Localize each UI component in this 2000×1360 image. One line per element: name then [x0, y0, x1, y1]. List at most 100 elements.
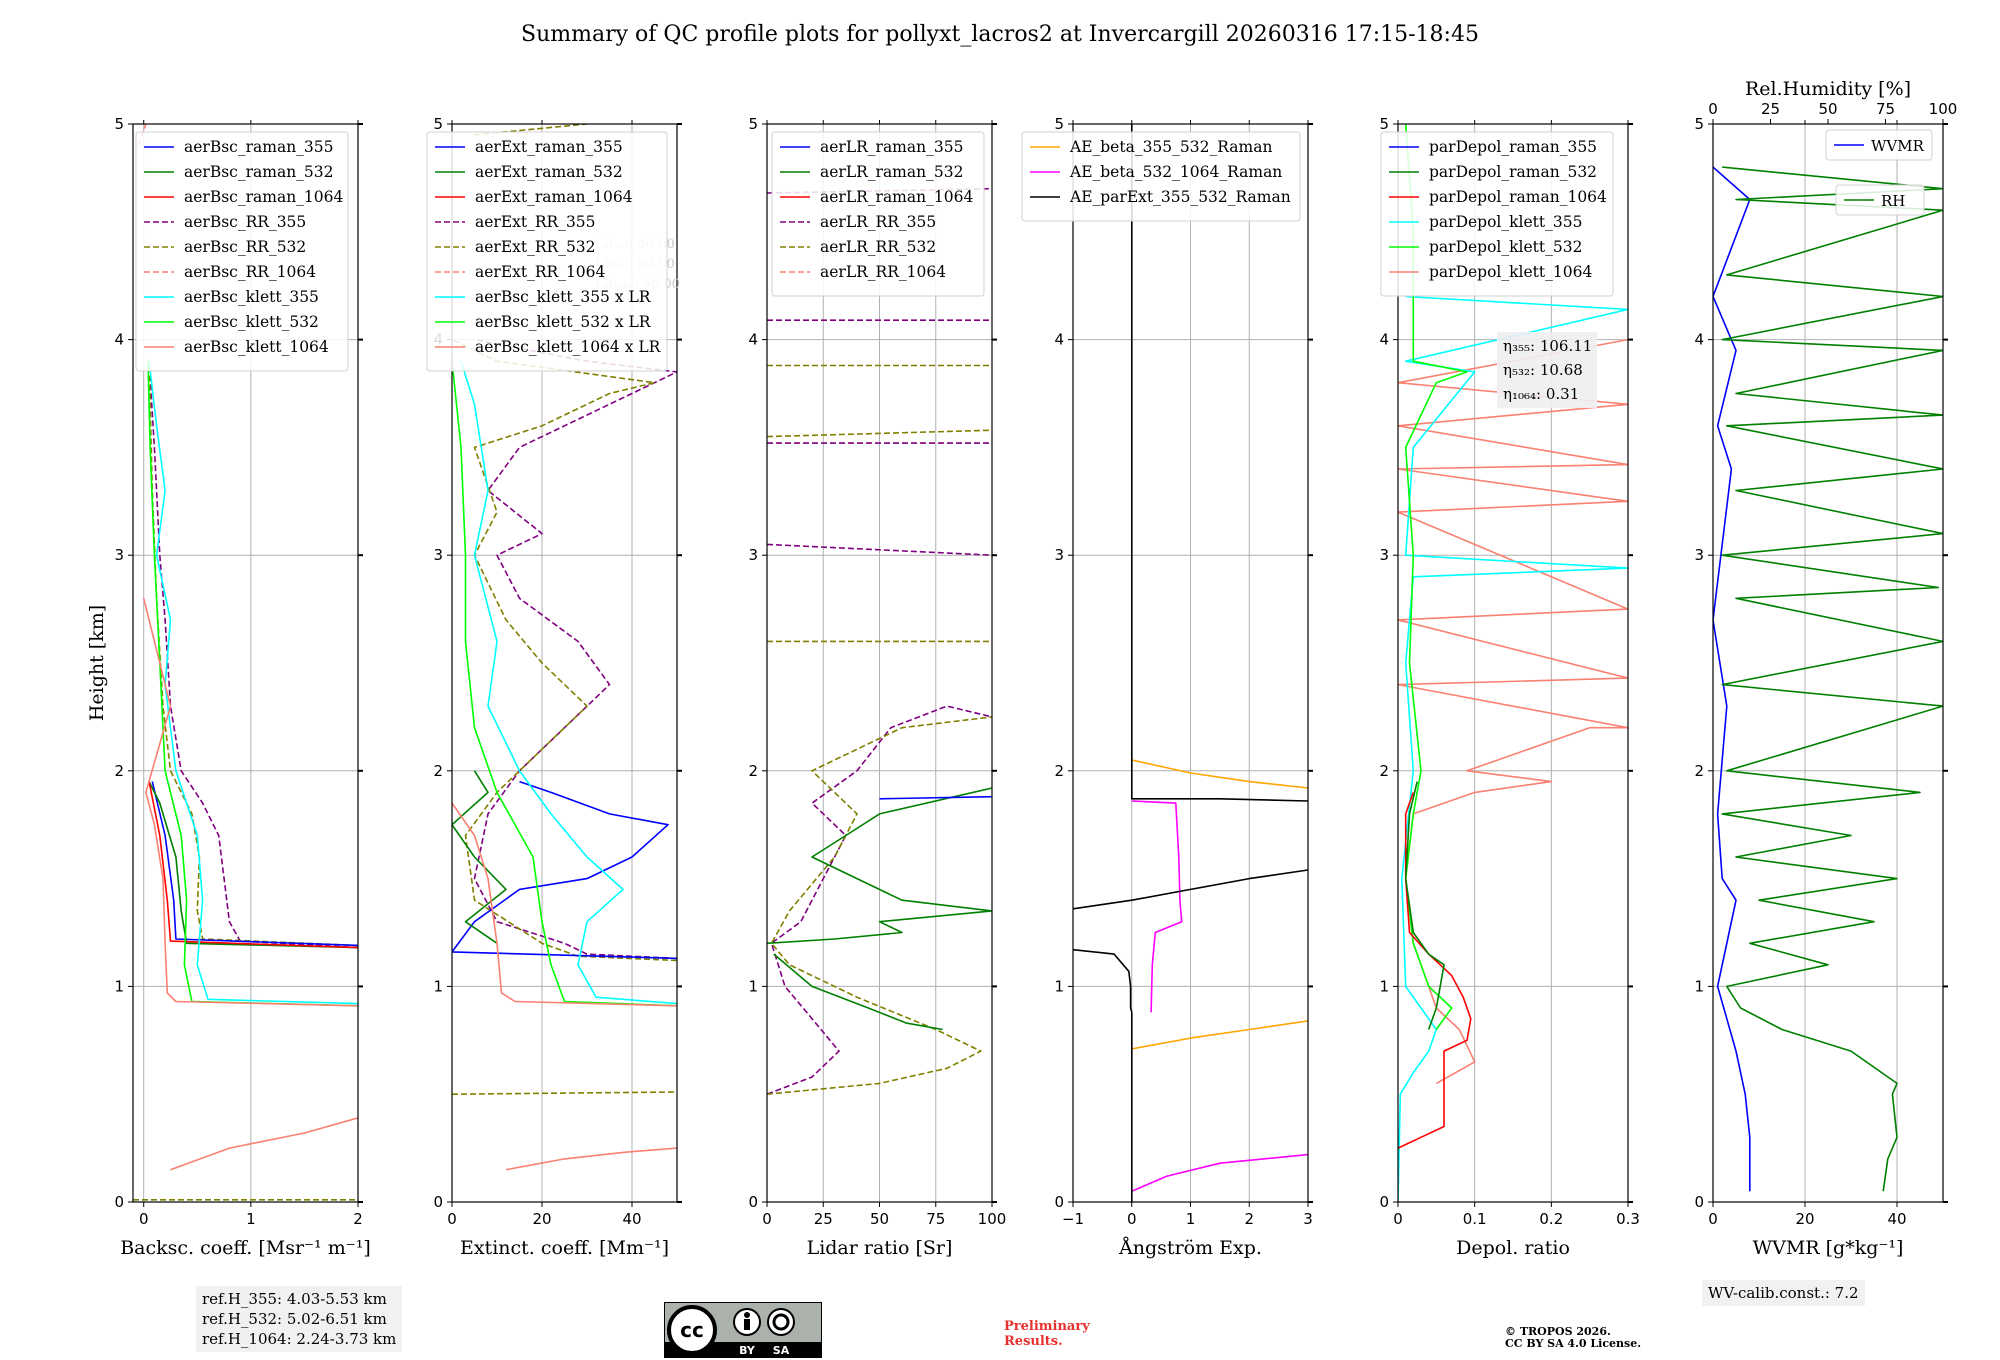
- x-tick-label: 2: [1244, 1210, 1254, 1228]
- sa-share-icon: [767, 1308, 795, 1336]
- x-tick-label: 0: [762, 1210, 772, 1228]
- preliminary-line-2: Results.: [1004, 1334, 1063, 1349]
- eta-label: η₅₃₂: 10.68: [1503, 361, 1583, 379]
- ref-height-355: ref.H_355: 4.03-5.53 km: [202, 1290, 387, 1308]
- x-tick-label: 2: [353, 1210, 363, 1228]
- x-axis-label: Lidar ratio [Sr]: [807, 1237, 953, 1259]
- legend-label: aerExt_raman_1064: [475, 188, 633, 206]
- x-tick-label: 0: [1127, 1210, 1137, 1228]
- top-x-tick-label: 25: [1761, 100, 1780, 118]
- y-tick-label: 4: [114, 331, 124, 349]
- y-tick-label: 3: [748, 546, 758, 564]
- cc-license-badge: cc BY SA: [664, 1302, 822, 1358]
- y-tick-label: 1: [433, 977, 443, 995]
- series-line: [1073, 948, 1133, 1202]
- legend-label: aerBsc_RR_532: [184, 238, 306, 256]
- series-line: [452, 1091, 677, 1095]
- series-line: [1073, 869, 1308, 910]
- y-tick-label: 3: [433, 546, 443, 564]
- legend-label: aerLR_RR_1064: [820, 263, 946, 281]
- legend-label: aerLR_raman_1064: [820, 188, 973, 206]
- y-tick-label: 1: [748, 977, 758, 995]
- series-line: [1404, 124, 1468, 1030]
- y-tick-label: 0: [114, 1193, 124, 1211]
- y-tick-label: 1: [1379, 977, 1389, 995]
- figure-title: Summary of QC profile plots for pollyxt_…: [521, 22, 1479, 47]
- series-group: [1713, 166, 1943, 1192]
- series-line: [452, 770, 507, 944]
- series-line: [148, 361, 358, 947]
- y-tick-label: 2: [1694, 762, 1704, 780]
- series-line: [170, 1117, 358, 1171]
- legend-label: aerBsc_RR_1064: [184, 263, 316, 281]
- y-tick-label: 3: [1379, 546, 1389, 564]
- y-tick-label: 5: [433, 115, 443, 133]
- y-axis-label: Height [km]: [86, 605, 108, 721]
- ref-height-1064: ref.H_1064: 2.24-3.73 km: [202, 1330, 397, 1348]
- x-tick-label: 0: [139, 1210, 149, 1228]
- wv-calib-box: WV-calib.const.: 7.2: [1702, 1280, 1865, 1306]
- legend-label: aerBsc_raman_355: [184, 138, 334, 156]
- top-x-axis-label: Rel.Humidity [%]: [1745, 78, 1911, 100]
- x-tick-label: 0.3: [1616, 1210, 1640, 1228]
- legend-label: aerBsc_raman_1064: [184, 188, 344, 206]
- eta-box: [1497, 332, 1597, 408]
- series-group: [1398, 124, 1628, 1202]
- axes-frame: [1397, 123, 1629, 1203]
- series-line: [1398, 295, 1628, 1202]
- legend-box: [135, 131, 349, 372]
- series-line: [1131, 124, 1308, 802]
- legend-label: aerBsc_RR_355: [184, 213, 306, 231]
- legend-box: [426, 131, 668, 372]
- y-tick-label: 1: [114, 977, 124, 995]
- series-line: [879, 795, 992, 800]
- top-x-tick-label: 50: [1818, 100, 1837, 118]
- legend-box: [1380, 131, 1614, 297]
- axes-frame: [132, 123, 359, 1203]
- legend-label: aerBsc_klett_1064 x LR: [475, 338, 662, 356]
- x-tick-label: 50: [870, 1210, 889, 1228]
- series-line: [1131, 1153, 1308, 1192]
- legend-box: [1825, 129, 1933, 161]
- y-tick-label: 1: [1054, 977, 1064, 995]
- x-tick-label: 1: [246, 1210, 256, 1228]
- x-tick-label: −1: [1062, 1210, 1084, 1228]
- eta-label: η₃₅₅: 106.11: [1503, 337, 1592, 355]
- y-tick-label: 0: [1054, 1193, 1064, 1211]
- series-line: [142, 598, 358, 1007]
- legend-box: [1835, 184, 1925, 216]
- legend-label: parDepol_raman_532: [1429, 163, 1597, 181]
- x-tick-label: 3: [1303, 1210, 1313, 1228]
- x-axis-label: Extinct. coeff. [Mm⁻¹]: [460, 1237, 669, 1259]
- x-axis-label: Backsc. coeff. [Msr⁻¹ m⁻¹]: [120, 1237, 371, 1259]
- legend-label: aerBsc_klett_532 x LR: [475, 313, 652, 331]
- y-tick-label: 4: [1054, 331, 1064, 349]
- y-tick-label: 2: [114, 762, 124, 780]
- legend-label: AE_parExt_355_532_Raman: [1069, 188, 1291, 206]
- series-line: [767, 716, 992, 1095]
- series-line: [148, 781, 358, 949]
- series-line: [452, 361, 677, 1007]
- legend-label: aerBsc_klett_355: [184, 288, 319, 306]
- series-line: [452, 802, 677, 1007]
- y-tick-label: 3: [1694, 546, 1704, 564]
- legend-label: parDepol_raman_355: [1429, 138, 1597, 156]
- x-tick-label: 0: [1393, 1210, 1403, 1228]
- y-tick-label: 5: [1054, 115, 1064, 133]
- top-x-tick-label: 75: [1876, 100, 1895, 118]
- series-line: [148, 361, 358, 1005]
- legend-label: aerExt_RR_355: [475, 213, 596, 231]
- legend-label: aerBsc_klett_1064: [184, 338, 329, 356]
- legend-label: WVMR: [1871, 137, 1925, 155]
- legend-label: parDepol_klett_355: [1429, 213, 1582, 231]
- y-tick-label: 0: [1694, 1193, 1704, 1211]
- x-axis-label: WVMR [g*kg⁻¹]: [1753, 1237, 1904, 1259]
- cc-logo-icon: [667, 1305, 717, 1355]
- series-line: [767, 787, 992, 945]
- legend-label: parDepol_raman_1064: [1429, 188, 1607, 206]
- y-tick-label: 5: [1694, 115, 1704, 133]
- series-group: [133, 124, 358, 1201]
- cc-logo-letters: cc: [680, 1318, 704, 1342]
- x-tick-label: 40: [622, 1210, 641, 1228]
